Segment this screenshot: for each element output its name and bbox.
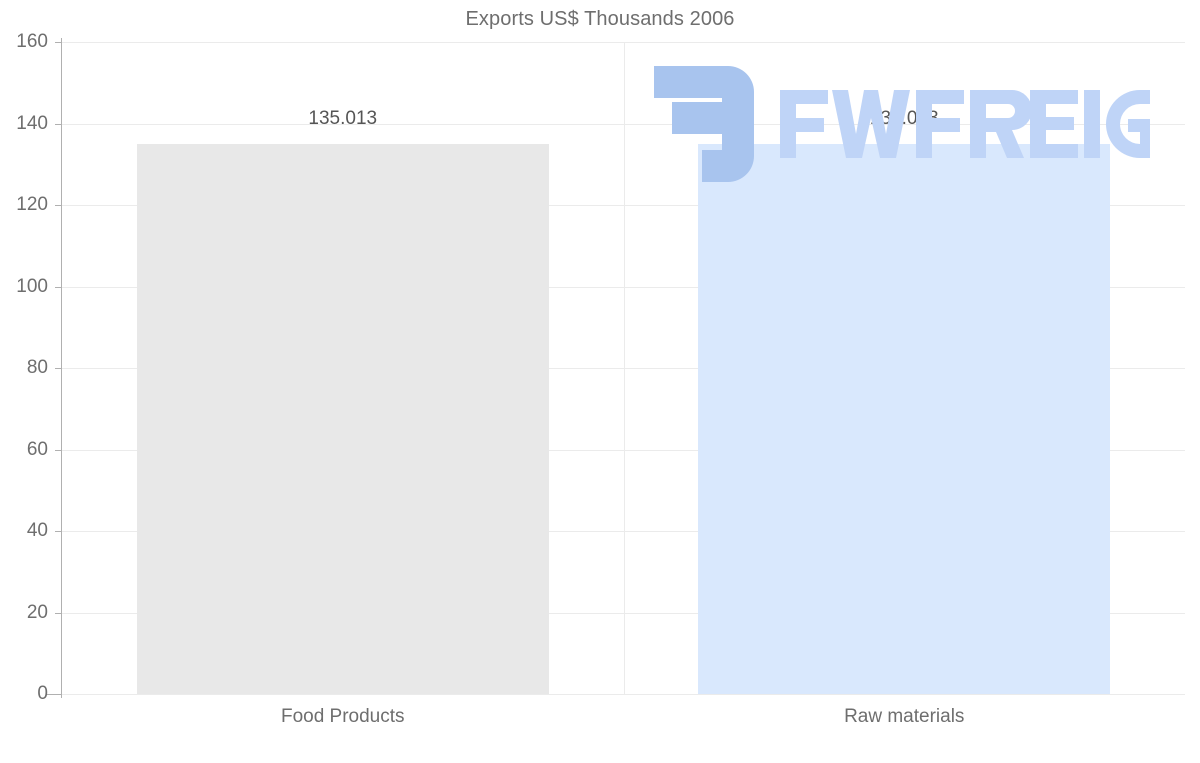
y-tick-mark (55, 694, 62, 695)
y-tick-mark (55, 612, 62, 614)
gridline-horizontal (62, 286, 1185, 288)
y-tick-mark (55, 531, 62, 532)
y-tick-mark (55, 123, 62, 125)
y-axis-tick-label: 60 (26, 438, 48, 460)
y-tick-mark (55, 205, 62, 206)
gridline-horizontal (62, 205, 1185, 206)
chart-title: Exports US$ Thousands 2006 (465, 8, 735, 30)
gridline-horizontal (62, 449, 1185, 451)
bar-value-label: 135.013 (869, 107, 939, 129)
y-tick-mark (55, 286, 62, 288)
gridline-horizontal (62, 531, 1185, 532)
gridline-horizontal (62, 42, 1185, 43)
gridline-vertical (624, 42, 625, 694)
gridline-horizontal (62, 612, 1185, 614)
y-tick-mark (55, 368, 62, 369)
y-axis-tick-label: 140 (16, 112, 48, 134)
y-axis-tick-label: 160 (16, 31, 48, 52)
plot-area (62, 42, 1185, 695)
y-axis-tick-label: 120 (16, 194, 48, 215)
gridline-horizontal (62, 123, 1185, 125)
y-axis-tick-label: 40 (26, 520, 48, 541)
y-axis-tick-label: 0 (37, 683, 48, 704)
y-axis-tick-label: 100 (16, 275, 48, 297)
gridline-horizontal (62, 368, 1185, 369)
bar-value-label: 135.013 (308, 107, 378, 129)
x-axis-tick-label: Raw materials (844, 706, 965, 727)
gridline-horizontal (62, 694, 1185, 695)
bar-food-products[interactable] (137, 143, 549, 694)
bar-raw-materials[interactable] (698, 143, 1110, 694)
y-tick-mark (55, 42, 62, 43)
y-tick-mark (55, 449, 62, 451)
x-axis-tick-label: Food Products (280, 706, 405, 727)
y-axis-tick-label: 20 (26, 601, 48, 623)
y-axis-tick-label: 80 (26, 357, 48, 378)
